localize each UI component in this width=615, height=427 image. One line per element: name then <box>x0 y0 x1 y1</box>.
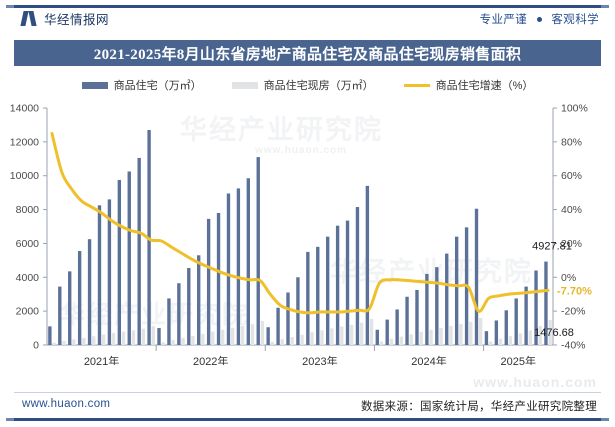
legend-item-residential[interactable]: 商品住宅（万㎡） <box>81 77 202 93</box>
svg-text:80%: 80% <box>561 136 582 148</box>
legend-item-growth[interactable]: 商品住宅增速（%） <box>403 77 534 93</box>
huaon-logo-icon <box>20 11 38 26</box>
svg-text:6000: 6000 <box>16 238 40 250</box>
svg-text:2023年: 2023年 <box>302 354 337 365</box>
bullet-dot-icon <box>536 16 542 22</box>
svg-text:0%: 0% <box>561 272 576 284</box>
legend-swatch-existing <box>231 81 258 89</box>
svg-text:2024年: 2024年 <box>411 354 446 365</box>
legend-label-growth: 商品住宅增速（%） <box>435 80 534 92</box>
svg-text:4927.81: 4927.81 <box>532 241 572 253</box>
page-header: 华经情报网 专业严谨 客观科学 <box>0 8 615 34</box>
chart-legend: 商品住宅（万㎡） 商品住宅现房（万㎡） 商品住宅增速（%） <box>0 76 615 94</box>
svg-text:-20%: -20% <box>561 306 586 318</box>
brand: 华经情报网 <box>20 9 110 28</box>
footer-watermark: www.huaon.com <box>473 374 597 390</box>
svg-text:14000: 14000 <box>10 103 39 115</box>
svg-text:4000: 4000 <box>16 272 40 284</box>
chart-svg: 0 2000 4000 6000 8000 10000 12000 14000 -40% -20%… <box>10 103 592 366</box>
svg-text:100%: 100% <box>561 103 588 115</box>
svg-text:2021年: 2021年 <box>84 354 119 365</box>
header-tagline: 专业严谨 客观科学 <box>480 11 599 27</box>
svg-text:2022年: 2022年 <box>193 354 228 365</box>
svg-text:10000: 10000 <box>10 170 39 182</box>
footer-site[interactable]: www.huaon.com <box>22 398 111 410</box>
svg-text:-7.70%: -7.70% <box>557 285 592 297</box>
legend-item-existing[interactable]: 商品住宅现房（万㎡） <box>231 77 374 93</box>
svg-text:8000: 8000 <box>16 204 40 216</box>
svg-text:0: 0 <box>33 340 39 352</box>
footer-source: 数据来源：国家统计局，华经产业研究院整理 <box>361 401 597 413</box>
bottom-divider <box>6 418 609 421</box>
page-title: 2021-2025年8月山东省房地产商品住宅及商品住宅现房销售面积 <box>14 40 601 66</box>
footer-divider <box>14 392 601 393</box>
svg-text:2025年: 2025年 <box>501 354 536 365</box>
svg-text:1476.68: 1476.68 <box>534 327 574 339</box>
svg-text:40%: 40% <box>561 204 582 216</box>
svg-text:-40%: -40% <box>561 340 586 352</box>
svg-text:12000: 12000 <box>10 136 39 148</box>
svg-text:20%: 20% <box>561 238 582 250</box>
legend-swatch-growth <box>403 83 430 87</box>
brand-name: 华经情报网 <box>44 13 110 27</box>
tagline-right: 客观科学 <box>551 14 599 26</box>
svg-text:2000: 2000 <box>16 306 40 318</box>
legend-swatch-residential <box>81 81 108 89</box>
top-divider <box>6 5 609 8</box>
legend-label-residential: 商品住宅（万㎡） <box>113 80 202 92</box>
svg-text:60%: 60% <box>561 170 582 182</box>
tagline-left: 专业严谨 <box>479 14 528 26</box>
legend-label-existing: 商品住宅现房（万㎡） <box>263 80 374 92</box>
